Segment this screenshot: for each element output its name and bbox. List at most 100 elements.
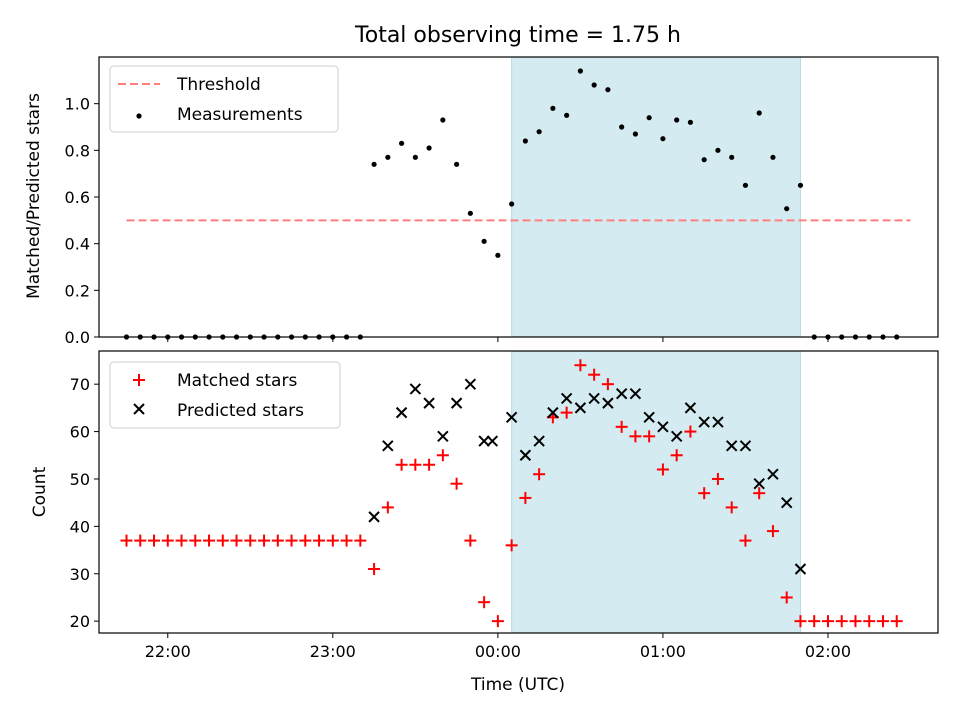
x-tick-label: 01:00 <box>640 642 686 661</box>
predicted-star-point <box>712 416 724 428</box>
predicted-star-point <box>486 435 499 447</box>
bottom-plot-panel: 20 30 40 50 60 70 22:00 23:00 00:00 01:00 02:00 C… <box>30 350 939 695</box>
predicted-star-point <box>753 477 765 490</box>
legend-matched-label: Matched stars <box>177 371 297 391</box>
matched-star-point <box>450 477 463 490</box>
matched-star-point <box>519 491 532 504</box>
measurement-point <box>742 182 749 188</box>
predicted-star-point <box>643 411 655 424</box>
y-tick-label: 40 <box>70 517 90 536</box>
matched-star-point <box>835 615 848 628</box>
matched-star-point <box>560 406 573 419</box>
matched-star-point <box>464 534 477 547</box>
measurement-point <box>674 117 680 123</box>
matched-star-point <box>161 534 174 547</box>
matched-star-point <box>175 534 188 547</box>
measurement-point <box>536 129 542 135</box>
matched-star-point <box>313 534 326 547</box>
predicted-star-point <box>698 416 710 428</box>
measurement-point <box>605 87 611 93</box>
measurement-point <box>770 154 776 160</box>
predicted-star-point <box>505 411 518 424</box>
measurement-point <box>550 105 556 111</box>
top-y-ticks: 0.0 0.2 0.4 0.6 0.8 1.0 <box>65 95 99 347</box>
matched-star-point <box>134 534 147 547</box>
matched-star-point <box>794 615 807 628</box>
predicted-star-point <box>615 387 628 400</box>
matched-star-point <box>821 615 834 628</box>
measurement-point <box>660 136 666 142</box>
matched-star-point <box>629 430 642 443</box>
measurement-point <box>495 252 501 258</box>
measurement-point <box>440 117 446 123</box>
bottom-y-ticks: 20 30 40 50 60 70 <box>70 375 99 631</box>
matched-star-point <box>423 458 436 471</box>
predicted-star-point <box>478 435 490 447</box>
y-tick-label: 30 <box>70 565 90 584</box>
matched-star-point <box>478 596 491 609</box>
top-observing-window-shade <box>511 56 801 338</box>
legend-predicted-swatch <box>133 403 145 415</box>
measurement-point <box>564 112 570 118</box>
measurement-point <box>729 154 735 160</box>
matched-star-point <box>120 534 133 547</box>
predicted-star-point <box>780 496 793 509</box>
predicted-star-point <box>629 387 642 400</box>
matched-star-point <box>299 534 312 547</box>
x-tick-label: 00:00 <box>475 642 521 661</box>
matched-star-point <box>711 472 724 485</box>
matched-star-point <box>203 534 216 547</box>
matched-star-point <box>189 534 202 547</box>
measurement-point <box>756 110 762 116</box>
measurement-point <box>467 210 473 216</box>
predicted-star-point <box>670 430 683 443</box>
matched-star-point <box>876 615 889 628</box>
measurement-point <box>646 115 652 121</box>
matched-star-point <box>258 534 271 547</box>
y-tick-label: 70 <box>70 375 90 394</box>
matched-star-point <box>725 501 738 514</box>
legend-measurements-label: Measurements <box>177 105 303 125</box>
measurement-point <box>454 161 460 167</box>
matched-star-point <box>491 615 504 628</box>
y-tick-label: 0.8 <box>65 141 90 160</box>
matched-star-point <box>698 487 711 500</box>
measurement-point <box>398 140 405 146</box>
matched-star-point <box>148 534 161 547</box>
matched-star-point <box>395 458 408 471</box>
measurement-point <box>412 154 418 160</box>
matched-star-point <box>326 534 339 547</box>
matched-star-point <box>890 615 903 628</box>
predicted-star-point <box>464 378 477 390</box>
predicted-star-point <box>437 430 449 443</box>
predicted-star-point <box>725 440 738 452</box>
matched-star-point <box>739 534 752 547</box>
measurement-point <box>632 131 639 137</box>
predicted-star-point <box>684 402 697 414</box>
predicted-star-point <box>574 402 587 414</box>
predicted-star-point <box>450 397 463 409</box>
measurement-point <box>619 124 625 130</box>
matched-star-point <box>230 534 243 547</box>
matched-star-point <box>409 458 422 471</box>
top-plot-panel: 0.0 0.2 0.4 0.6 0.8 1.0 Matched/Predicted sta… <box>24 56 939 347</box>
top-x-ticks <box>167 337 829 342</box>
predicted-star-point <box>533 435 545 447</box>
matched-star-point <box>753 487 766 500</box>
top-legend: Threshold Measurements <box>109 65 339 133</box>
matched-star-point <box>588 368 601 381</box>
matched-star-point <box>780 591 793 604</box>
predicted-star-point <box>560 392 573 405</box>
matched-star-point <box>574 359 587 372</box>
predicted-star-point <box>767 468 779 480</box>
matched-star-point <box>354 534 367 547</box>
matched-star-point <box>340 534 353 547</box>
measurement-point <box>577 68 583 74</box>
predicted-star-point <box>739 440 752 452</box>
matched-star-point <box>244 534 257 547</box>
matched-star-point <box>670 449 683 462</box>
measurement-point <box>481 238 487 244</box>
y-tick-label: 20 <box>70 612 90 631</box>
measurement-point <box>385 154 391 160</box>
